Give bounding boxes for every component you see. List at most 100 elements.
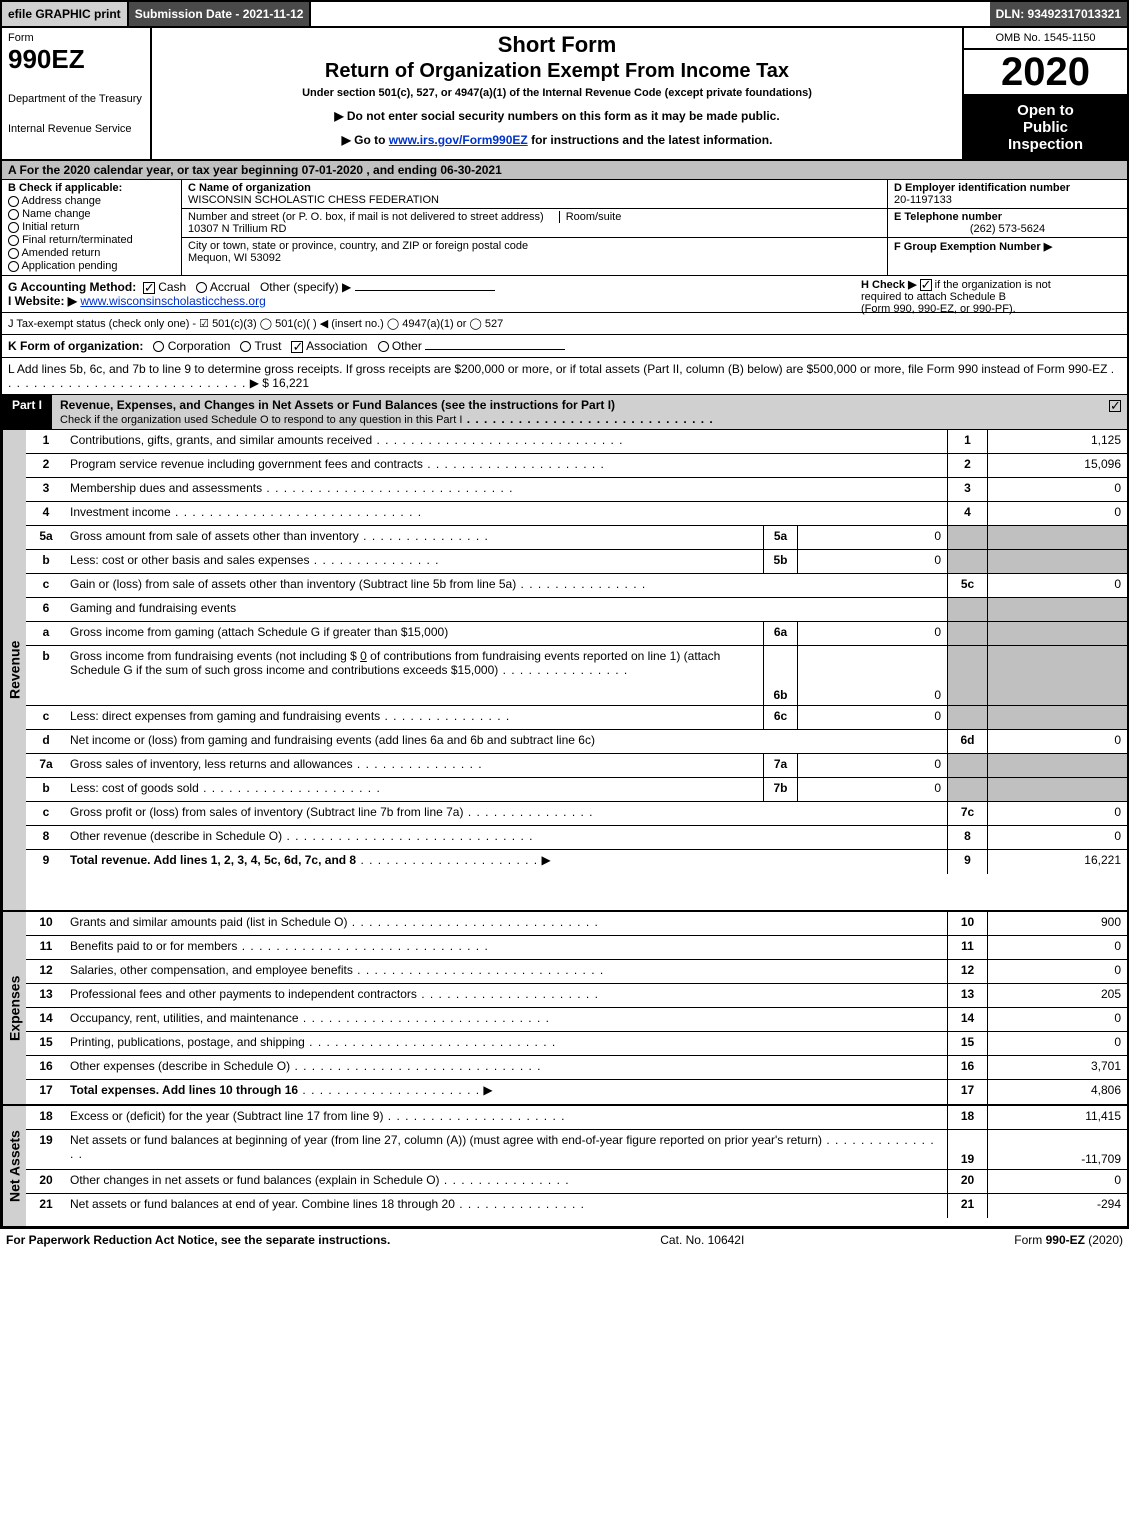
phone-value: (262) 573-5624 (894, 223, 1121, 235)
part1-title: Revenue, Expenses, and Changes in Net As… (52, 395, 1103, 429)
efile-label[interactable]: efile GRAPHIC print (2, 2, 129, 26)
line-4: 4Investment income40 (26, 502, 1127, 526)
line-21: 21Net assets or fund balances at end of … (26, 1194, 1127, 1218)
inspect-3: Inspection (1008, 136, 1083, 153)
g-other: Other (specify) ▶ (260, 280, 351, 294)
h-text2: required to attach Schedule B (861, 291, 1006, 303)
netassets-label: Net Assets (2, 1106, 26, 1226)
header-left: Form 990EZ Department of the Treasury In… (2, 28, 152, 159)
h-label: H Check ▶ (861, 279, 917, 291)
k-label: K Form of organization: (8, 339, 143, 353)
k-assoc: Association (306, 339, 367, 353)
c-city-label: City or town, state or province, country… (188, 240, 528, 252)
l-amount: $ 16,221 (262, 376, 309, 390)
k-corp-radio[interactable] (153, 341, 164, 352)
line-14: 14Occupancy, rent, utilities, and mainte… (26, 1008, 1127, 1032)
line-2: 2Program service revenue including gover… (26, 454, 1127, 478)
goto-pre: ▶ Go to (342, 133, 389, 147)
k-trust-radio[interactable] (240, 341, 251, 352)
line-6b: bGross income from fundraising events (n… (26, 646, 1127, 706)
g-accrual: Accrual (210, 280, 250, 294)
line-10: 10Grants and similar amounts paid (list … (26, 912, 1127, 936)
line-7a: 7aGross sales of inventory, less returns… (26, 754, 1127, 778)
k-trust: Trust (255, 339, 282, 353)
omb-number: OMB No. 1545-1150 (964, 28, 1127, 50)
row-g-accounting: G Accounting Method: Cash Accrual Other … (0, 276, 1129, 313)
expenses-label: Expenses (2, 912, 26, 1104)
return-title: Return of Organization Exempt From Incom… (162, 60, 952, 83)
section-def: D Employer identification number 20-1197… (887, 180, 1127, 275)
e-phone: E Telephone number (262) 573-5624 (888, 209, 1127, 238)
footer-right: Form 990-EZ (2020) (1014, 1233, 1123, 1247)
line-20: 20Other changes in net assets or fund ba… (26, 1170, 1127, 1194)
row-k-org-form: K Form of organization: Corporation Trus… (0, 335, 1129, 358)
line-15: 15Printing, publications, postage, and s… (26, 1032, 1127, 1056)
g-label: G Accounting Method: (8, 280, 136, 294)
g-cash-check[interactable] (143, 282, 155, 294)
e-label: E Telephone number (894, 211, 1002, 223)
header-right: OMB No. 1545-1150 2020 Open to Public In… (962, 28, 1127, 159)
part1-header: Part I Revenue, Expenses, and Changes in… (0, 395, 1129, 430)
line-5b: bLess: cost or other basis and sales exp… (26, 550, 1127, 574)
row-a-tax-year: A For the 2020 calendar year, or tax yea… (0, 161, 1129, 180)
short-form-title: Short Form (162, 32, 952, 58)
b-opt-final[interactable]: Final return/terminated (8, 234, 175, 246)
line-13: 13Professional fees and other payments t… (26, 984, 1127, 1008)
revenue-label: Revenue (2, 430, 26, 910)
line-6a: aGross income from gaming (attach Schedu… (26, 622, 1127, 646)
page-footer: For Paperwork Reduction Act Notice, see … (0, 1228, 1129, 1251)
inspect-2: Public (1023, 119, 1068, 136)
line-9: 9Total revenue. Add lines 1, 2, 3, 4, 5c… (26, 850, 1127, 874)
dln-label: DLN: 93492317013321 (990, 2, 1127, 26)
b-opt-amended[interactable]: Amended return (8, 247, 175, 259)
website-link[interactable]: www.wisconsinscholasticchess.org (80, 294, 265, 308)
b-opt-name[interactable]: Name change (8, 208, 175, 220)
g-accrual-radio[interactable] (196, 282, 207, 293)
k-other: Other (392, 339, 422, 353)
room-label: Room/suite (559, 211, 622, 223)
f-label: F Group Exemption Number ▶ (894, 241, 1052, 253)
c-city-row: City or town, state or province, country… (182, 238, 887, 266)
h-check[interactable] (920, 279, 932, 291)
g-other-blank[interactable] (355, 290, 495, 291)
c-street-row: Number and street (or P. O. box, if mail… (182, 209, 887, 238)
goto-post: for instructions and the latest informat… (528, 133, 773, 147)
b-opt-address[interactable]: Address change (8, 195, 175, 207)
line-3: 3Membership dues and assessments30 (26, 478, 1127, 502)
c-name-row: C Name of organization WISCONSIN SCHOLAS… (182, 180, 887, 209)
g-cash: Cash (158, 280, 186, 294)
row-h: H Check ▶ if the organization is not req… (861, 278, 1121, 315)
under-section: Under section 501(c), 527, or 4947(a)(1)… (162, 87, 952, 99)
part1-checkbox[interactable] (1103, 395, 1127, 429)
c-street-label: Number and street (or P. O. box, if mail… (188, 211, 544, 223)
line-19: 19Net assets or fund balances at beginni… (26, 1130, 1127, 1170)
part1-tab: Part I (2, 395, 52, 429)
line-1: 1Contributions, gifts, grants, and simil… (26, 430, 1127, 454)
row-l-gross-receipts: L Add lines 5b, 6c, and 7b to line 9 to … (0, 358, 1129, 395)
k-other-radio[interactable] (378, 341, 389, 352)
line-12: 12Salaries, other compensation, and empl… (26, 960, 1127, 984)
b-opt-initial[interactable]: Initial return (8, 221, 175, 233)
form-header: Form 990EZ Department of the Treasury In… (0, 28, 1129, 161)
line-7c: cGross profit or (loss) from sales of in… (26, 802, 1127, 826)
section-c: C Name of organization WISCONSIN SCHOLAS… (182, 180, 887, 275)
line-6d: dNet income or (loss) from gaming and fu… (26, 730, 1127, 754)
top-bar: efile GRAPHIC print Submission Date - 20… (0, 0, 1129, 28)
i-label: I Website: ▶ (8, 294, 77, 308)
inspect-1: Open to (1017, 102, 1074, 119)
h-text1: if the organization is not (935, 279, 1051, 291)
irs-link[interactable]: www.irs.gov/Form990EZ (389, 133, 528, 147)
k-other-blank[interactable] (425, 349, 565, 350)
k-assoc-check[interactable] (291, 341, 303, 353)
form-label: Form (8, 32, 144, 44)
section-b: B Check if applicable: Address change Na… (2, 180, 182, 275)
street-address: 10307 N Trillium RD (188, 223, 286, 235)
b-title: B Check if applicable: (8, 182, 122, 194)
c-name-label: C Name of organization (188, 182, 311, 194)
b-opt-pending[interactable]: Application pending (8, 260, 175, 272)
goto-line: ▶ Go to www.irs.gov/Form990EZ for instru… (162, 133, 952, 147)
d-label: D Employer identification number (894, 182, 1070, 194)
dept-irs: Internal Revenue Service (8, 123, 144, 135)
inspection-box: Open to Public Inspection (964, 96, 1127, 159)
line-18: 18Excess or (deficit) for the year (Subt… (26, 1106, 1127, 1130)
